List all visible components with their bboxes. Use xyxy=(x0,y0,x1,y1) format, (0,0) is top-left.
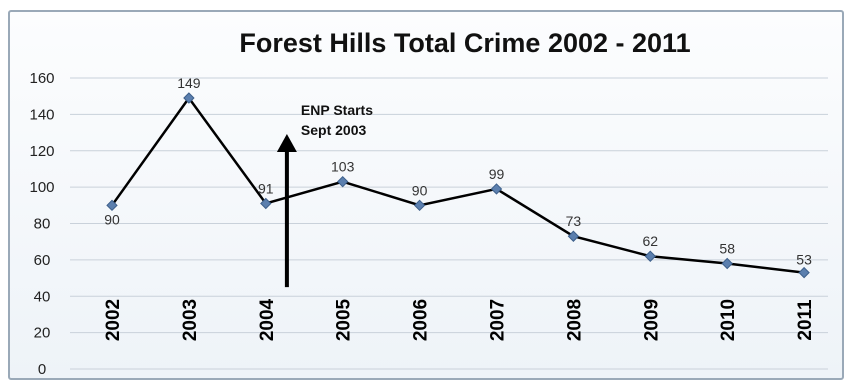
data-label-2006: 90 xyxy=(412,182,428,198)
y-tick-label-60: 60 xyxy=(34,252,51,269)
data-label-2008: 73 xyxy=(566,213,582,229)
x-tick-label-2006: 2006 xyxy=(411,299,432,341)
x-tick-label-2008: 2008 xyxy=(564,299,585,341)
y-tick-label-0: 0 xyxy=(38,361,46,378)
x-axis-ticks: 2002 2003 2004 2005 2006 2007 2008 2009 2010 2011 xyxy=(103,298,816,341)
y-tick-label-100: 100 xyxy=(29,179,54,196)
gridlines xyxy=(70,77,828,370)
series-total-crime xyxy=(106,92,810,279)
y-tick-label-140: 140 xyxy=(29,106,54,123)
annotation-arrow-head xyxy=(276,134,297,153)
data-label-2010: 58 xyxy=(719,241,735,257)
data-point-2010 xyxy=(721,257,733,270)
series-line xyxy=(110,95,805,274)
y-tick-label-20: 20 xyxy=(34,325,51,342)
x-tick-label-2007: 2007 xyxy=(488,299,509,341)
data-point-2005 xyxy=(336,175,349,188)
x-tick-label-2002: 2002 xyxy=(103,299,124,341)
data-point-2003 xyxy=(183,92,195,104)
chart-title: Forest Hills Total Crime 2002 - 2011 xyxy=(239,28,690,58)
y-tick-label-80: 80 xyxy=(34,216,51,233)
chart-frame xyxy=(8,10,844,380)
x-tick-label-2004: 2004 xyxy=(257,298,278,341)
data-point-2009 xyxy=(644,250,657,262)
data-labels: 90 149 91 103 90 99 73 62 58 53 xyxy=(104,75,812,268)
annotation-text-line-1: ENP Starts xyxy=(301,102,373,118)
data-point-2004 xyxy=(260,197,272,210)
data-label-2004: 91 xyxy=(258,180,274,196)
data-label-2002: 90 xyxy=(104,211,120,227)
y-tick-label-40: 40 xyxy=(34,288,51,305)
x-tick-label-2003: 2003 xyxy=(180,299,201,341)
x-tick-label-2010: 2010 xyxy=(718,299,739,341)
annotation: ENP Starts Sept 2003 xyxy=(276,102,373,288)
x-tick-label-2009: 2009 xyxy=(641,299,662,341)
data-label-2009: 62 xyxy=(643,233,659,249)
data-point-2002 xyxy=(106,199,118,212)
y-tick-label-160: 160 xyxy=(29,70,54,87)
data-label-2003: 149 xyxy=(177,75,201,91)
y-axis-ticks: 0 20 40 60 80 100 120 140 160 xyxy=(29,70,54,378)
data-point-2008 xyxy=(567,230,580,242)
data-point-2007 xyxy=(490,183,503,195)
data-point-2006 xyxy=(413,199,426,212)
x-tick-label-2005: 2005 xyxy=(334,298,355,341)
data-label-2011: 53 xyxy=(796,252,812,268)
data-label-2007: 99 xyxy=(489,166,505,182)
annotation-text-line-2: Sept 2003 xyxy=(301,122,367,138)
data-point-2011 xyxy=(798,266,810,279)
data-label-2005: 103 xyxy=(331,159,355,175)
x-tick-label-2011: 2011 xyxy=(795,299,816,341)
y-tick-label-120: 120 xyxy=(29,143,54,160)
